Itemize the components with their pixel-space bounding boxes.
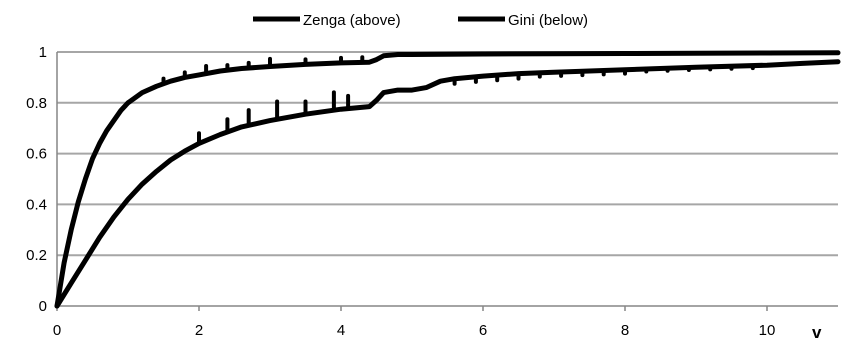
legend-label-zenga: Zenga (above) bbox=[303, 12, 401, 29]
y-tick-label: 0.6 bbox=[26, 146, 47, 163]
series-line-zenga bbox=[54, 50, 841, 309]
x-tick-label: 2 bbox=[195, 322, 203, 339]
x-tick-label: 8 bbox=[621, 322, 629, 339]
series-line-gini bbox=[54, 59, 841, 309]
x-tick-label: 10 bbox=[759, 322, 776, 339]
y-tick-labels: 0 0.2 0.4 0.6 0.8 1 bbox=[26, 44, 47, 315]
y-tick-label: 0.4 bbox=[26, 196, 47, 213]
x-tick-labels: 0 2 4 6 8 10 bbox=[53, 322, 776, 339]
axes bbox=[56, 52, 838, 311]
y-tick-label: 0 bbox=[39, 298, 47, 315]
x-tick-label: 6 bbox=[479, 322, 487, 339]
legend: Zenga (above) Gini (below) bbox=[253, 12, 588, 29]
y-tick-label: 0.8 bbox=[26, 95, 47, 112]
y-tick-label: 0.2 bbox=[26, 247, 47, 264]
y-tick-label: 1 bbox=[39, 44, 47, 61]
x-tick-label: 0 bbox=[53, 322, 61, 339]
series-lines bbox=[54, 50, 841, 309]
x-axis-label: v bbox=[812, 323, 822, 342]
x-tick-label: 4 bbox=[337, 322, 345, 339]
legend-label-gini: Gini (below) bbox=[508, 12, 588, 29]
